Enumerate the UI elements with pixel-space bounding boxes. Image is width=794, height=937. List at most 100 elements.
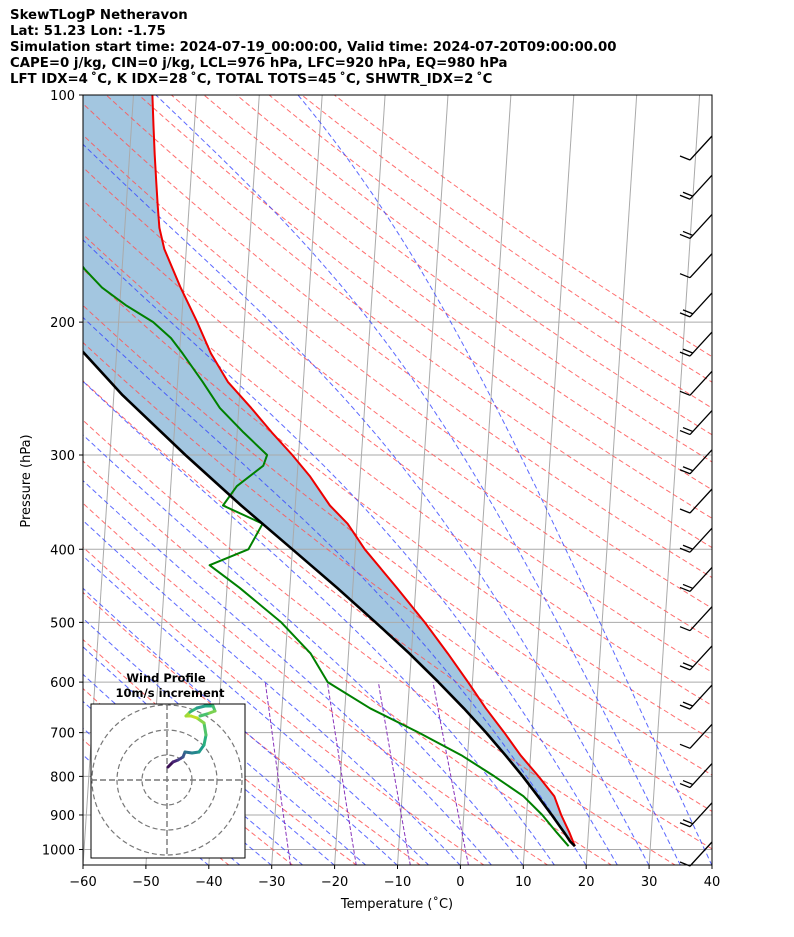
isotherm-line [271, 95, 323, 865]
y-tick-label: 900 [50, 809, 75, 824]
inset-subtitle: 10m/s increment [116, 686, 225, 700]
moist-adiabat [83, 617, 367, 865]
dry-adiabat [83, 103, 712, 579]
moist-adiabat [83, 646, 335, 865]
isotherm-line [0, 95, 8, 865]
dry-adiabat [203, 95, 712, 463]
wind-barb [679, 567, 713, 593]
isotherm-line [459, 95, 512, 865]
y-axis-label: Pressure (hPa) [19, 434, 34, 527]
dry-adiabat [171, 95, 712, 491]
temperature-line [151, 95, 576, 847]
cape-shade-layer [83, 95, 575, 847]
dry-adiabat [83, 638, 358, 865]
moist-adiabat [83, 239, 618, 865]
x-tick-label: 20 [578, 875, 595, 890]
y-tick-label: 400 [50, 543, 75, 558]
dry-adiabat [83, 460, 613, 865]
isotherm-line [585, 95, 638, 865]
dry-adiabat [83, 304, 712, 776]
wind-barb [679, 370, 713, 396]
wind-barb-layer [679, 135, 713, 867]
y-tick-label: 700 [50, 727, 75, 742]
index-line: LFT IDX=4 ˚C, K IDX=28 ˚C, TOTAL TOTS=45… [10, 72, 493, 87]
hodograph-segment [202, 721, 208, 737]
isotherm-line [648, 95, 701, 865]
moist-adiabat [83, 479, 493, 865]
dry-adiabat [83, 268, 712, 741]
wind-barb [679, 527, 713, 553]
mixing-ratio-line [264, 682, 292, 865]
wind-barb [679, 606, 713, 632]
moist-adiabat [83, 143, 650, 865]
y-tick-label: 500 [50, 616, 75, 631]
mixing-ratio-line [326, 682, 357, 865]
cape-line: CAPE=0 j/kg, CIN=0 j/kg, LCL=976 hPa, LF… [10, 56, 508, 71]
wind-barb [679, 488, 713, 514]
dry-adiabat [83, 380, 712, 850]
wind-barb [679, 174, 713, 200]
wind-profile-inset: Wind Profile 10m/s increment [90, 671, 246, 859]
inset-title: Wind Profile [126, 671, 206, 685]
dry-adiabat [333, 95, 712, 358]
wind-barb [679, 723, 713, 749]
moist-adiabat [155, 95, 681, 865]
chart-header: SkewTLogP Netheravon Lat: 51.23 Lon: -1.… [10, 8, 790, 88]
parcel-path-line [83, 350, 576, 848]
dry-adiabat [83, 233, 712, 707]
location-line: Lat: 51.23 Lon: -1.75 [10, 24, 166, 39]
x-tick-label: −10 [384, 875, 411, 890]
wind-barb [679, 135, 713, 161]
x-axis-label: Temperature (˚C) [340, 896, 453, 912]
x-tick-label: 0 [456, 875, 464, 890]
dry-adiabat [83, 419, 677, 865]
moist-adiabat [83, 519, 461, 865]
chart-title: SkewTLogP Netheravon [10, 8, 188, 23]
moist-adiabat [83, 380, 556, 865]
wind-barb [679, 292, 713, 318]
mixing-ratio-line [432, 682, 469, 865]
moist-adiabat [297, 95, 712, 865]
axes-layer: −60 −50 −40 −30 −20 −10 0 10 20 30 40 1000 900 800 700… [42, 89, 720, 890]
wind-barb [679, 763, 713, 789]
wind-barb [679, 214, 713, 240]
wind-barb [679, 645, 713, 671]
isotherm-line [522, 95, 575, 865]
x-tick-label: −40 [195, 875, 222, 890]
y-tick-label: 300 [50, 449, 75, 464]
mixing-ratio-line [377, 682, 411, 865]
isotherm-line [711, 857, 712, 865]
wind-barb [679, 802, 713, 828]
hodograph-segment [198, 712, 209, 718]
inset-frame [90, 703, 246, 859]
x-tick-label: −50 [132, 875, 159, 890]
isotherm-line [334, 95, 386, 865]
y-tick-label: 800 [50, 770, 75, 785]
dry-adiabat [268, 95, 712, 409]
wind-barb [679, 253, 713, 279]
hodograph-segment [202, 733, 208, 747]
x-tick-label: 30 [641, 875, 658, 890]
moist-adiabat [83, 587, 398, 865]
x-tick-label: 40 [704, 875, 721, 890]
dewpoint-line [83, 265, 570, 847]
x-tick-label: 10 [515, 875, 532, 890]
grid-layer [0, 95, 712, 865]
wind-barb [679, 449, 713, 475]
dry-adiabat [83, 502, 549, 865]
y-tick-label: 100 [50, 89, 75, 104]
x-tick-label: −30 [258, 875, 285, 890]
cape-cin-shading [83, 95, 575, 847]
dry-adiabat [83, 341, 712, 812]
x-tick-label: −20 [321, 875, 348, 890]
y-tick-label: 600 [50, 676, 75, 691]
profile-layer [83, 95, 576, 848]
moist-adiabat [83, 434, 524, 865]
wind-barb [679, 331, 713, 357]
dry-adiabat [301, 95, 712, 383]
y-tick-label: 200 [50, 316, 75, 331]
wind-barb [679, 410, 713, 436]
y-tick-label: 1000 [42, 844, 75, 859]
wind-barb [679, 684, 713, 710]
